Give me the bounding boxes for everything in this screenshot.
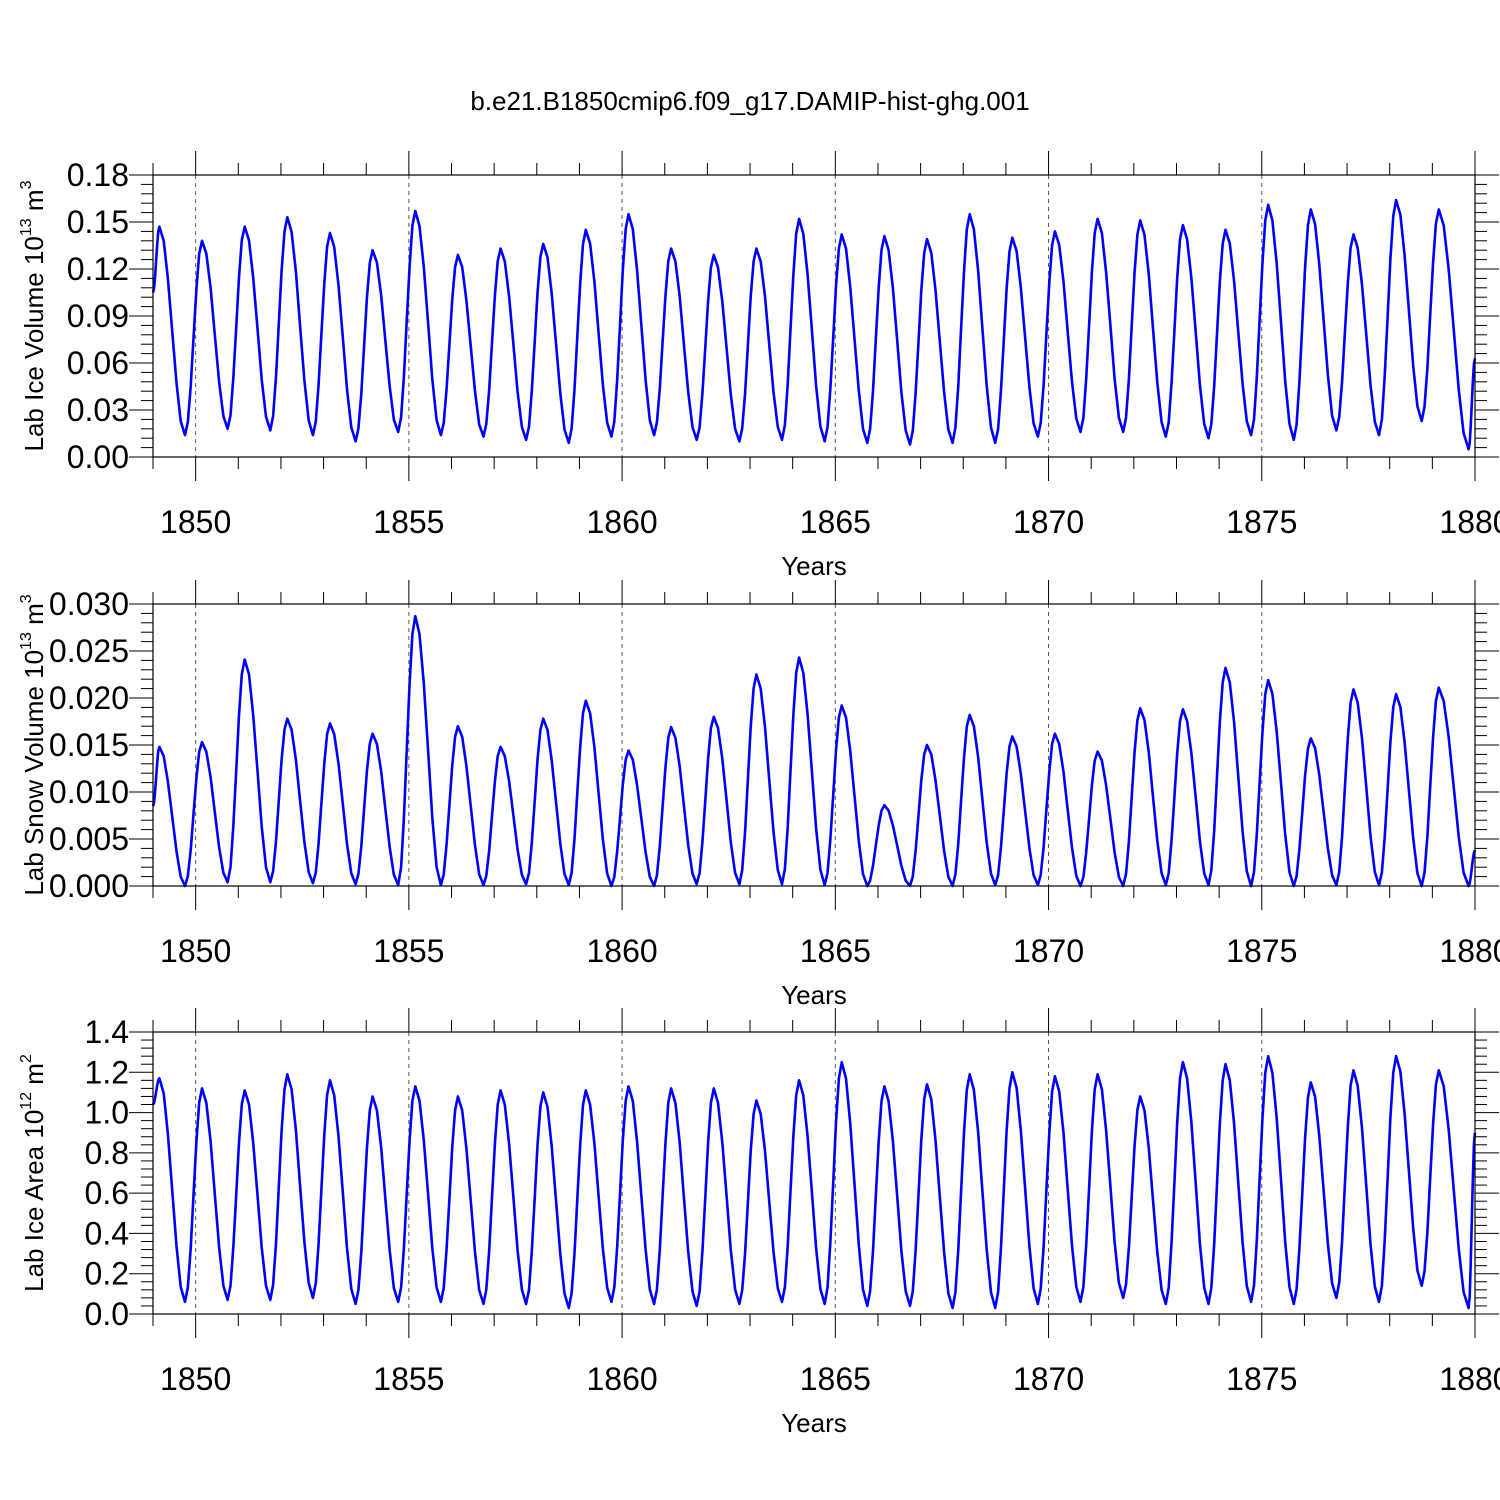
y-tick-label: 0.09 (67, 298, 129, 334)
y-tick-label: 0.2 (85, 1256, 129, 1292)
y-axis-label-text: Lab Ice Volume 10 (19, 236, 49, 451)
plot-frame (152, 174, 1476, 458)
y-tick-label: 0.03 (67, 392, 129, 428)
y-axis-label-exponent: 12 (18, 1092, 35, 1110)
y-tick-label: 0.18 (67, 157, 129, 193)
y-tick-label: 0.010 (49, 774, 129, 810)
x-tick-label: 1850 (160, 1361, 231, 1397)
y-tick-label: 0.005 (49, 821, 129, 857)
chart-panel-3: 0.0 0.2 0.4 0.6 0.8 1.0 1.2 1.4 1850 1855 1860 1865… (18, 1008, 1500, 1438)
x-tick-label: 1870 (1013, 504, 1084, 540)
x-tick-label: 1860 (587, 1361, 658, 1397)
x-tick-label: 1880 (1439, 504, 1500, 540)
y-axis-label: Lab Ice Area 1012 m2 (18, 1054, 49, 1292)
x-axis-label: Years (781, 980, 847, 1010)
y-axis-label-text: Lab Snow Volume 10 (19, 650, 49, 896)
y-axis-label-unit: m (19, 1063, 49, 1092)
x-tick-label: 1855 (373, 933, 444, 969)
chart-panel-1: 0.00 0.03 0.06 0.09 0.12 0.15 0.18 1850 1855 1860… (18, 151, 1500, 581)
x-tick-label: 1860 (587, 504, 658, 540)
y-tick-label: 0.030 (49, 586, 129, 622)
y-tick-label: 0.00 (67, 439, 129, 475)
x-tick-label: 1855 (373, 1361, 444, 1397)
y-axis-label: Lab Ice Volume 1013 m3 (18, 180, 49, 451)
x-tick-label: 1870 (1013, 933, 1084, 969)
x-axis-label: Years (781, 1408, 847, 1438)
y-tick-label: 0.15 (67, 204, 129, 240)
y-axis-label-unit: m (19, 189, 49, 218)
chart-panel-2: 0.000 0.005 0.010 0.015 0.020 0.025 0.030 1850 1… (18, 580, 1500, 1010)
y-axis-label: Lab Snow Volume 1013 m3 (18, 594, 49, 895)
x-tick-label: 1850 (160, 504, 231, 540)
y-axis-label-unit-exponent: 3 (18, 594, 35, 603)
y-tick-label: 0.6 (85, 1175, 129, 1211)
y-tick-label: 1.2 (85, 1054, 129, 1090)
y-axis-label-exponent: 13 (18, 218, 35, 236)
y-axis-label-unit-exponent: 2 (18, 1054, 35, 1063)
x-tick-label: 1865 (800, 504, 871, 540)
x-tick-label: 1880 (1439, 933, 1500, 969)
y-axis-label-exponent: 13 (18, 632, 35, 650)
series-line (151, 198, 1477, 451)
x-tick-label: 1865 (800, 1361, 871, 1397)
x-tick-label: 1875 (1226, 504, 1297, 540)
y-tick-label: 1.0 (85, 1095, 129, 1131)
y-tick-label: 0.000 (49, 868, 129, 904)
y-axis-label-text: Lab Ice Area 10 (19, 1110, 49, 1292)
plot-frame (152, 603, 1476, 887)
y-tick-label: 0.4 (85, 1215, 129, 1251)
x-tick-label: 1860 (587, 933, 658, 969)
series-line (151, 1054, 1477, 1310)
y-tick-label: 0.06 (67, 345, 129, 381)
x-tick-label: 1850 (160, 933, 231, 969)
y-tick-label: 1.4 (85, 1014, 129, 1050)
y-tick-label: 0.020 (49, 680, 129, 716)
y-tick-label: 0.015 (49, 727, 129, 763)
y-tick-label: 0.025 (49, 633, 129, 669)
x-tick-label: 1875 (1226, 1361, 1297, 1397)
y-axis-label-unit: m (19, 603, 49, 632)
x-tick-label: 1880 (1439, 1361, 1500, 1397)
x-tick-label: 1855 (373, 504, 444, 540)
y-tick-label: 0.8 (85, 1135, 129, 1171)
y-tick-label: 0.12 (67, 251, 129, 287)
x-tick-label: 1870 (1013, 1361, 1084, 1397)
plot-frame (152, 1031, 1476, 1315)
series-line (151, 614, 1477, 888)
x-tick-label: 1875 (1226, 933, 1297, 969)
chart-title: b.e21.B1850cmip6.f09_g17.DAMIP-hist-ghg.… (470, 86, 1029, 116)
x-axis-label: Years (781, 551, 847, 581)
x-tick-label: 1865 (800, 933, 871, 969)
y-axis-label-unit-exponent: 3 (18, 180, 35, 189)
y-tick-label: 0.0 (85, 1296, 129, 1332)
